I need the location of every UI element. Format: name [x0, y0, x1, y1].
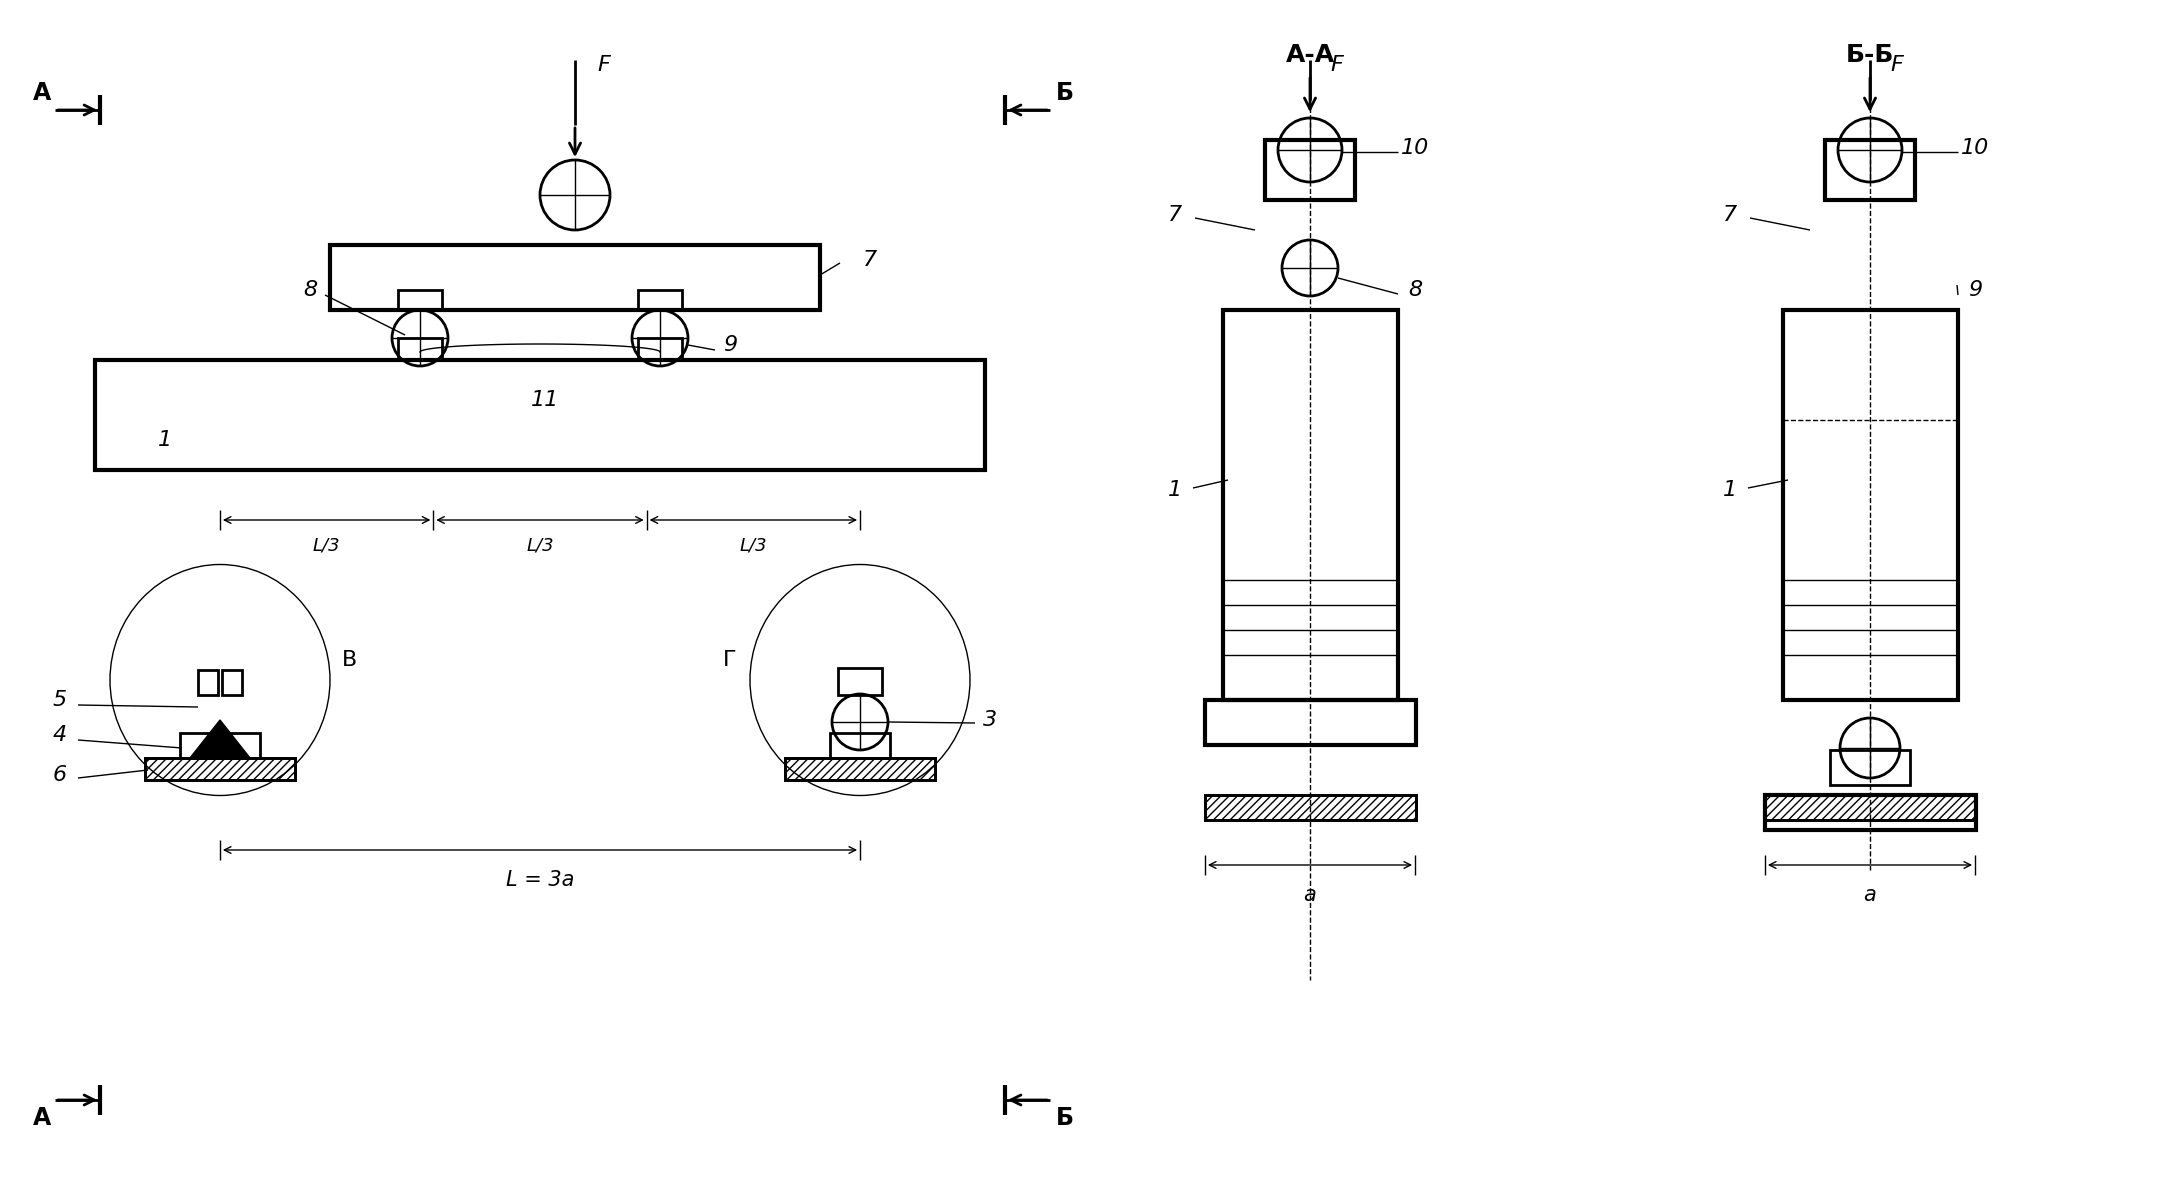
Text: 1: 1 [1168, 480, 1183, 500]
Bar [1766, 795, 1975, 820]
Text: 8: 8 [302, 280, 317, 300]
Bar [786, 758, 935, 779]
Bar [1766, 795, 1975, 830]
Bar [199, 670, 218, 695]
Text: 9: 9 [1969, 280, 1982, 300]
Bar [145, 758, 296, 779]
Text: 11: 11 [531, 390, 559, 410]
Text: 5: 5 [54, 691, 67, 710]
Text: 7: 7 [864, 250, 877, 270]
Bar [145, 758, 296, 779]
Text: 10: 10 [1960, 138, 1988, 159]
Text: L/3: L/3 [527, 536, 555, 554]
Bar [639, 337, 682, 360]
Text: 3: 3 [982, 710, 997, 730]
Bar [829, 733, 890, 758]
Bar [786, 758, 935, 779]
Bar [1766, 795, 1975, 820]
Text: Б: Б [1056, 1106, 1073, 1130]
Bar [838, 668, 883, 695]
Text: 7: 7 [1723, 205, 1738, 225]
Text: Г: Г [723, 650, 736, 670]
Text: F: F [598, 55, 609, 74]
Text: Б-Б: Б-Б [1846, 43, 1893, 67]
Bar [1205, 795, 1416, 820]
Bar [330, 245, 820, 310]
Text: L/3: L/3 [741, 536, 766, 554]
Text: a: a [1304, 885, 1317, 906]
Bar [179, 733, 259, 758]
Bar [1783, 310, 1958, 700]
Bar [397, 289, 443, 310]
Bar [1222, 310, 1399, 700]
Text: Б: Б [1056, 80, 1073, 104]
Text: 1: 1 [1723, 480, 1738, 500]
Bar [639, 289, 682, 310]
Text: 1: 1 [158, 430, 173, 450]
Text: 4: 4 [54, 725, 67, 745]
Text: F: F [1889, 55, 1902, 74]
Text: 6: 6 [54, 765, 67, 785]
Text: L = 3a: L = 3a [505, 870, 574, 890]
Text: А: А [32, 1106, 52, 1130]
Text: 7: 7 [1168, 205, 1183, 225]
Text: 10: 10 [1401, 138, 1429, 159]
Polygon shape [190, 721, 250, 758]
Text: F: F [1330, 55, 1343, 74]
Text: В: В [343, 650, 358, 670]
Text: А-А: А-А [1285, 43, 1334, 67]
Bar [1824, 141, 1915, 201]
Bar [397, 337, 443, 360]
Bar [1205, 700, 1416, 745]
Bar [1205, 795, 1416, 820]
Bar [1265, 141, 1356, 201]
Text: L/3: L/3 [313, 536, 341, 554]
Text: a: a [1863, 885, 1876, 906]
Text: 8: 8 [1408, 280, 1423, 300]
Text: А: А [32, 80, 52, 104]
Bar [222, 670, 242, 695]
Text: 9: 9 [723, 335, 736, 355]
Bar [95, 360, 985, 470]
Bar [1831, 749, 1911, 785]
